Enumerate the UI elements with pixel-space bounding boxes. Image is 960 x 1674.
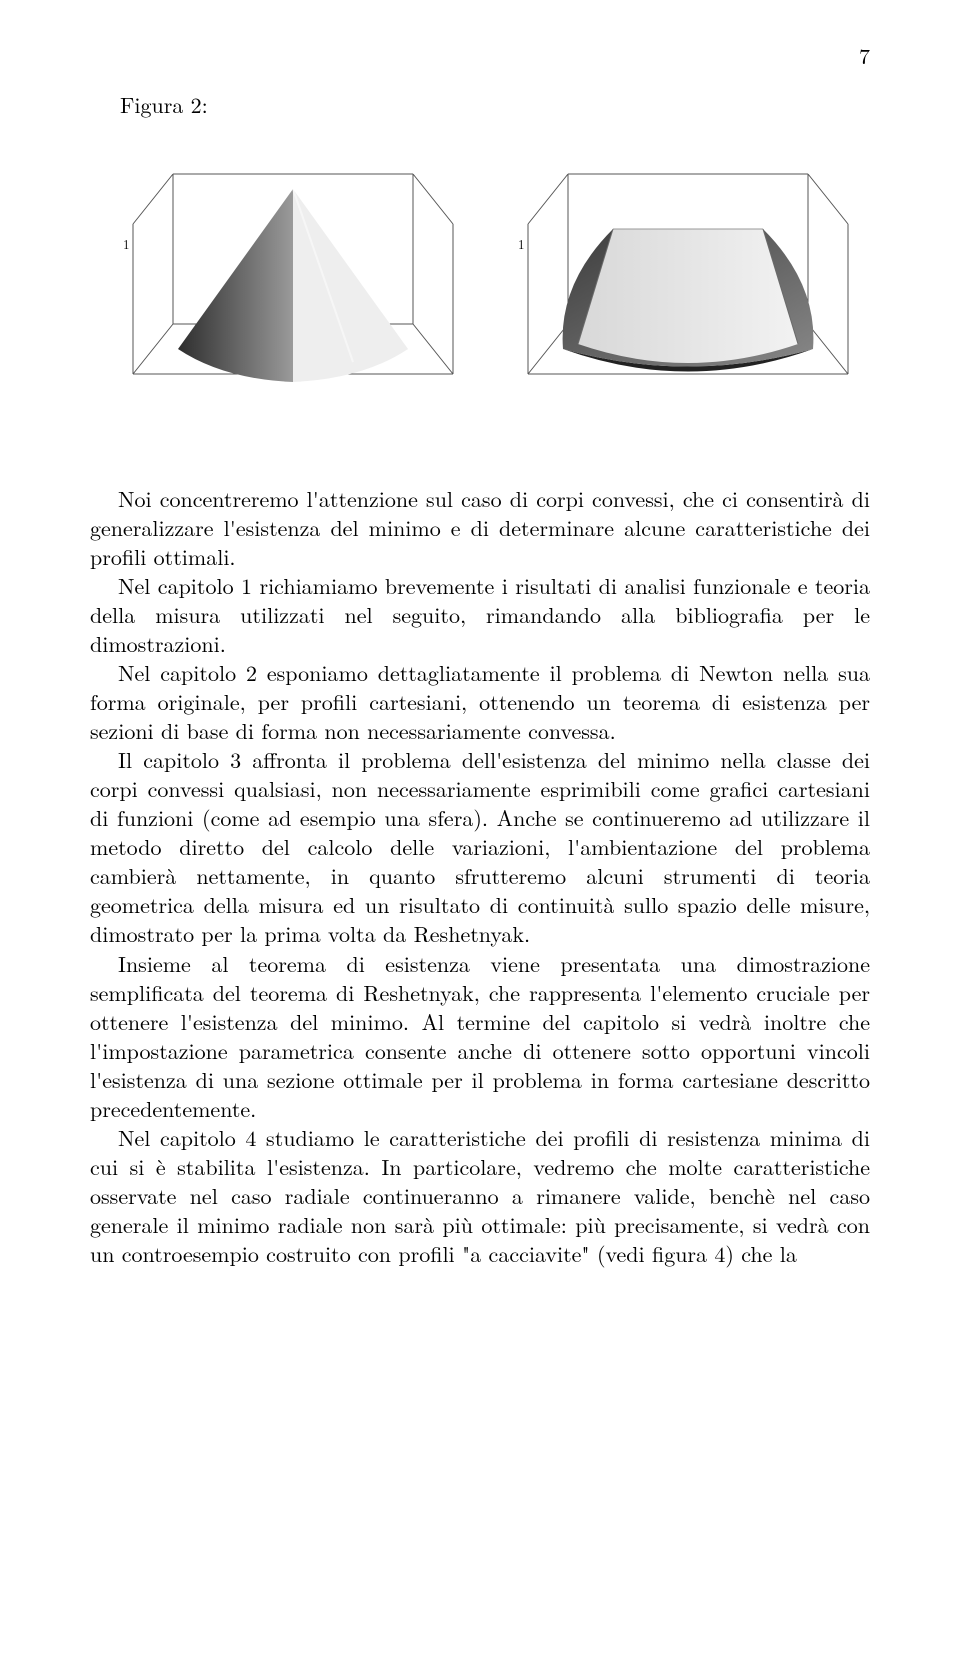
paragraph-5: Insieme al teorema di esistenza viene pr…: [90, 949, 870, 1123]
paragraph-6: Nel capitolo 4 studiamo le caratteristic…: [90, 1123, 870, 1268]
paragraph-4: Il capitolo 3 affronta il problema dell'…: [90, 745, 870, 948]
paragraph-2: Nel capitolo 1 richiamiamo brevemente i …: [90, 571, 870, 658]
figure-row: 1: [90, 134, 870, 434]
paragraph-3: Nel capitolo 2 esponiamo dettagliatament…: [90, 658, 870, 745]
figure-caption: Figura 2:: [120, 89, 870, 120]
left-axis-label: 1: [123, 234, 130, 253]
figure-panel-left: 1: [90, 134, 475, 434]
paragraph-1: Noi concentreremo l'attenzione sul caso …: [90, 484, 870, 571]
page-container: 7 Figura 2:: [0, 0, 960, 1328]
ridge-surface-icon: 1: [488, 134, 868, 434]
cone-surface-icon: 1: [93, 134, 473, 434]
page-number: 7: [90, 40, 870, 71]
right-axis-label: 1: [518, 234, 525, 253]
body-text: Noi concentreremo l'attenzione sul caso …: [90, 484, 870, 1268]
figure-panel-right: 1: [485, 134, 870, 434]
